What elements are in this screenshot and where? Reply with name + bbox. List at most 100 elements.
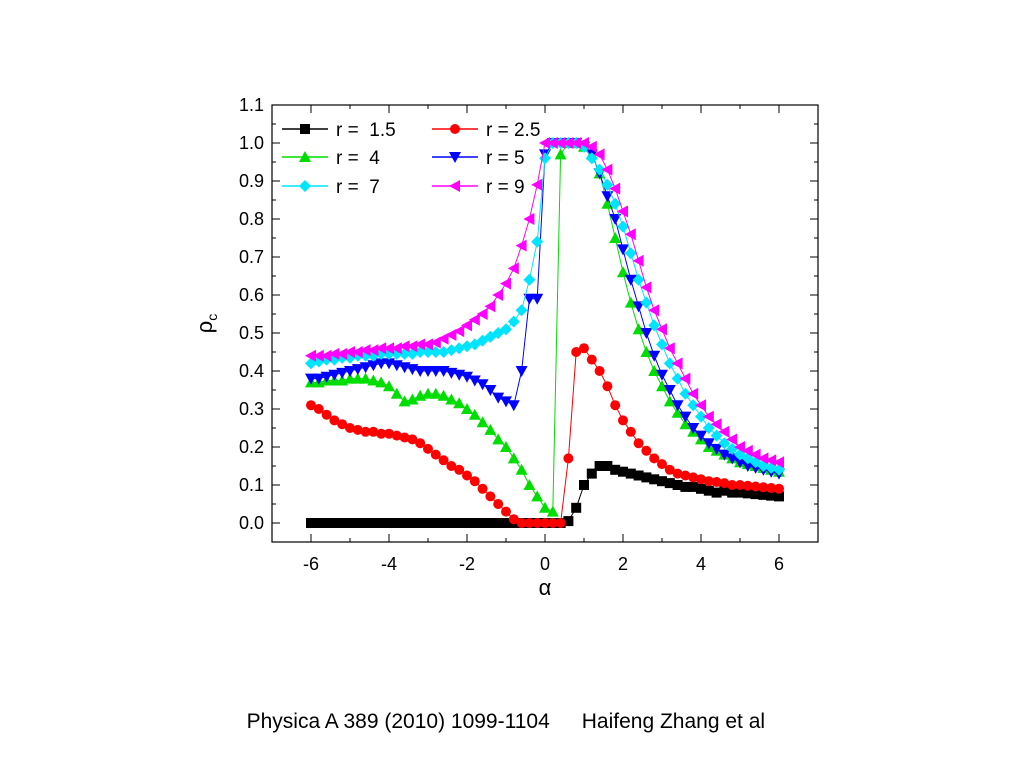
data-point (617, 205, 628, 218)
data-point (679, 387, 692, 400)
data-point (696, 483, 706, 494)
authors-text: Haifeng Zhang et al (581, 710, 766, 733)
slide-caption: Physica A 389 (2010) 1099-1104 Haifeng Zh… (0, 686, 1000, 734)
legend-label: r = 4 (336, 148, 380, 169)
data-point (656, 323, 667, 336)
data-point (524, 518, 535, 528)
data-point (454, 464, 465, 475)
data-point (375, 376, 388, 388)
y-tick-label: 1.1 (239, 95, 264, 115)
data-point (649, 474, 660, 485)
data-point (727, 480, 738, 490)
chart-canvas: -6 -4 -2 0 2 4 6 0.0 0.1 0.2 0.3 0.4 0.5 0.6 0.7 0.8 0.9… (192, 95, 819, 600)
data-point (663, 342, 675, 355)
data-point (602, 381, 613, 392)
data-point (718, 425, 730, 438)
data-point (702, 438, 715, 450)
series-1 (306, 343, 784, 528)
data-point (367, 374, 380, 386)
data-point (461, 403, 473, 414)
y-tick-label: 0.9 (239, 171, 264, 191)
data-point (696, 474, 706, 485)
data-point (344, 366, 356, 377)
data-point (687, 387, 699, 400)
data-point (492, 289, 504, 301)
data-point (758, 482, 769, 493)
series-5 (305, 137, 784, 469)
data-point (484, 385, 497, 396)
data-point (547, 518, 558, 528)
data-point (390, 387, 403, 399)
data-point (703, 476, 714, 487)
data-point (633, 470, 644, 481)
data-point (461, 319, 472, 332)
data-point (679, 418, 692, 430)
data-point (507, 262, 519, 275)
data-point (383, 342, 394, 355)
x-tick-label: 0 (540, 554, 550, 574)
legend-entry: r = 1.5 (282, 120, 396, 141)
legend-marker (449, 180, 460, 192)
data-point (469, 518, 480, 528)
legend-label: r = 1.5 (336, 120, 396, 141)
data-point (360, 426, 371, 437)
y-axis-label: ρc (192, 314, 220, 334)
data-point (454, 518, 465, 528)
data-point (594, 366, 605, 376)
data-point (399, 432, 410, 443)
data-point (735, 480, 745, 490)
data-point (484, 300, 496, 313)
data-point (742, 488, 753, 499)
data-point (571, 502, 582, 513)
data-point (453, 397, 466, 409)
data-point (695, 399, 706, 412)
data-point (383, 380, 395, 392)
data-point (758, 489, 769, 500)
data-point (672, 480, 683, 490)
data-point (766, 483, 777, 494)
data-point (664, 478, 675, 489)
data-point (515, 463, 528, 475)
data-point (765, 454, 777, 467)
data-point (710, 418, 722, 431)
y-tick-label: 0.2 (239, 437, 264, 457)
data-point (360, 518, 371, 528)
data-point (546, 505, 559, 517)
data-point (734, 441, 745, 453)
data-point (657, 476, 667, 487)
data-point (633, 438, 644, 449)
data-point (726, 442, 739, 455)
y-tick-label: 1.0 (239, 133, 264, 153)
data-point (485, 491, 496, 502)
data-point (406, 340, 418, 353)
data-point (688, 481, 699, 492)
data-point (523, 213, 535, 225)
legend-marker (299, 151, 311, 162)
data-point (680, 470, 691, 481)
data-point (554, 148, 567, 160)
data-point (710, 443, 723, 455)
data-point (469, 476, 480, 487)
data-point (663, 385, 676, 396)
data-point (414, 366, 427, 377)
data-point (306, 400, 316, 411)
data-point (462, 518, 472, 528)
data-point (352, 424, 363, 435)
data-point (563, 516, 574, 527)
data-point (345, 423, 355, 433)
data-point (586, 354, 597, 365)
data-point (422, 366, 434, 377)
data-point (640, 296, 653, 309)
data-point (468, 375, 481, 387)
data-point (531, 293, 544, 305)
legend-entry: r = 4 (282, 148, 380, 169)
data-point (749, 448, 761, 461)
legend-label: r = 7 (336, 177, 380, 198)
data-point (398, 340, 410, 353)
data-point (430, 449, 441, 460)
data-point (384, 428, 394, 439)
data-point (445, 328, 457, 341)
data-point (492, 392, 505, 404)
data-point (695, 430, 707, 442)
data-point (657, 459, 667, 470)
